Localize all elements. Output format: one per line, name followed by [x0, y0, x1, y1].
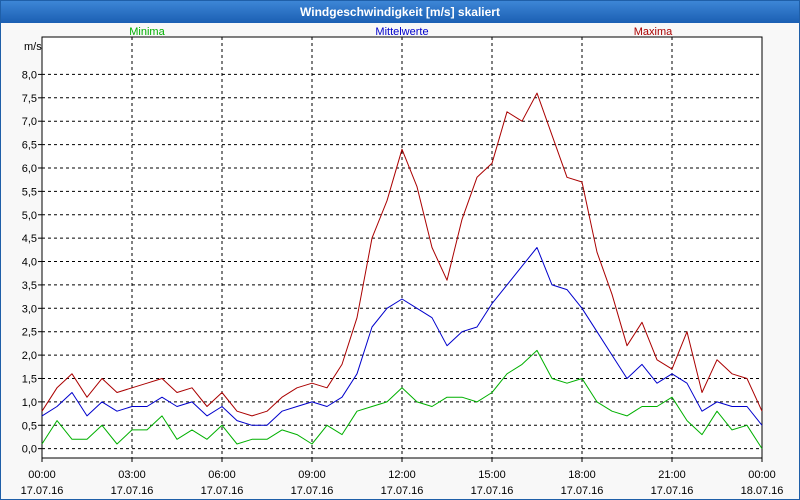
y-axis-unit: m/s	[24, 41, 42, 53]
x-tick-date: 17.07.16	[201, 485, 244, 497]
y-tick-label: 1,5	[22, 373, 37, 385]
x-tick-time: 15:00	[478, 469, 506, 481]
x-tick-date: 17.07.16	[561, 485, 604, 497]
series-line-mittelwerte	[41, 247, 763, 426]
y-tick-label: 8,0	[22, 69, 37, 81]
series-line-minima	[41, 349, 763, 449]
x-tick-time: 12:00	[388, 469, 416, 481]
chart-area: m/s 0,0 0,5 1,0 1,5 2,0 2,5 3,0 3,5 4,0 4,5 5,0 5,5 6…	[21, 26, 784, 497]
x-tick-date: 17.07.16	[651, 485, 694, 497]
y-tick-label: 7,5	[22, 93, 37, 105]
legend-mittelwerte: Mittelwerte	[375, 26, 428, 38]
legend-minima: Minima	[129, 26, 165, 38]
x-tick-time: 00:00	[748, 469, 776, 481]
grid	[42, 37, 762, 458]
y-tick-label: 5,5	[22, 186, 37, 198]
series-group	[41, 92, 763, 449]
x-tick-time: 09:00	[298, 469, 326, 481]
x-tick-date: 17.07.16	[21, 485, 64, 497]
y-tick-label: 2,5	[22, 327, 37, 339]
window-title: Windgeschwindigkeit [m/s] skaliert	[1, 1, 799, 23]
y-tick-label: 0,5	[22, 420, 37, 432]
x-tick-time: 00:00	[28, 469, 56, 481]
y-tick-label: 7,0	[22, 116, 37, 128]
y-tick-label: 6,5	[22, 140, 37, 152]
y-tick-label: 3,0	[22, 303, 37, 315]
x-axis: 00:00 17.07.16 03:00 17.07.16 06:00 17.07.16 0…	[21, 458, 784, 497]
y-tick-label: 1,0	[22, 397, 37, 409]
legend: Minima Mittelwerte Maxima	[129, 26, 673, 38]
x-tick-date: 17.07.16	[471, 485, 514, 497]
x-tick-time: 06:00	[208, 469, 236, 481]
y-tick-label: 3,5	[22, 280, 37, 292]
y-tick-label: 6,0	[22, 163, 37, 175]
y-tick-label: 0,0	[22, 444, 37, 456]
x-tick-date: 17.07.16	[111, 485, 154, 497]
y-tick-label: 2,0	[22, 350, 37, 362]
y-tick-label: 4,0	[22, 257, 37, 269]
x-tick-date: 17.07.16	[291, 485, 334, 497]
y-axis: m/s 0,0 0,5 1,0 1,5 2,0 2,5 3,0 3,5 4,0 4,5 5,0 5,5 6…	[22, 41, 43, 456]
y-tick-label: 4,5	[22, 233, 37, 245]
y-tick-label: 5,0	[22, 210, 37, 222]
x-tick-time: 03:00	[118, 469, 146, 481]
x-tick-time: 18:00	[568, 469, 596, 481]
x-tick-time: 21:00	[658, 469, 686, 481]
legend-maxima: Maxima	[634, 26, 673, 38]
series-line-maxima	[41, 92, 763, 417]
x-tick-date: 17.07.16	[381, 485, 424, 497]
x-tick-date: 18.07.16	[741, 485, 784, 497]
